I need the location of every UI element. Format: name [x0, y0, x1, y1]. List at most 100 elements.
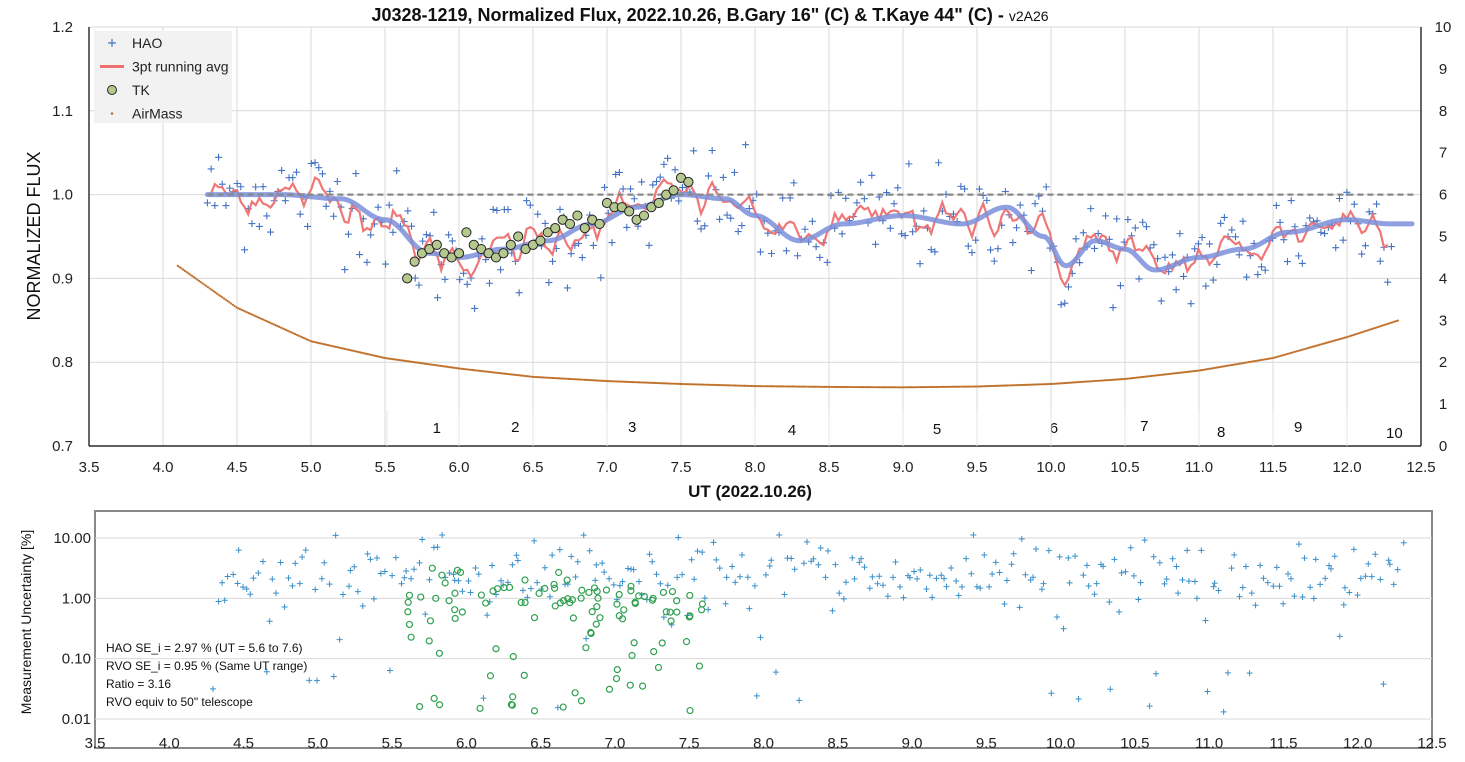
tk-point: [564, 218, 576, 230]
airmass-point: [725, 384, 728, 387]
hao-point: [1361, 242, 1369, 250]
hao-point: [1090, 244, 1098, 252]
lower-hao-point: [636, 578, 643, 585]
x-tick-label: 9.0: [893, 459, 914, 476]
airmass-point: [711, 383, 714, 386]
lower-hao-point: [1056, 553, 1063, 560]
lower-y-tick-label: 10.00: [53, 530, 91, 547]
airmass-point: [1009, 384, 1012, 387]
lower-tk-point: [631, 598, 639, 606]
airmass-point: [705, 383, 709, 386]
airmass-point: [837, 385, 840, 389]
lower-hao-point: [858, 555, 865, 562]
airmass-point: [219, 294, 222, 298]
airmass-point: [1045, 383, 1048, 386]
airmass-point: [963, 385, 966, 388]
lower-tk-point: [578, 586, 586, 594]
airmass-point: [1391, 321, 1394, 324]
airmass-point: [1210, 367, 1213, 370]
airmass-point: [778, 385, 781, 388]
tk-point: [402, 273, 413, 284]
airmass-point: [940, 385, 943, 389]
lower-hao-point: [392, 554, 399, 561]
airmass-point: [975, 385, 979, 388]
airmass-point: [1348, 335, 1352, 338]
airmass-point: [453, 366, 456, 369]
hao-point: [415, 281, 423, 289]
y2-tick-label: 7: [1439, 145, 1447, 162]
airmass-point: [1199, 369, 1202, 372]
airmass-point: [292, 332, 295, 335]
hao-point: [1157, 297, 1165, 305]
hao-point: [478, 235, 486, 243]
airmass-point: [469, 368, 472, 371]
airmass-point: [869, 386, 872, 389]
airmass-point: [881, 386, 884, 389]
airmass-point: [1315, 344, 1318, 347]
tk-point: [624, 206, 635, 217]
tk-point: [572, 210, 583, 221]
airmass-point: [222, 297, 226, 300]
hao-point: [1217, 219, 1225, 227]
airmass-point: [1332, 339, 1336, 342]
airmass-point: [997, 384, 1000, 387]
airmass-point: [267, 320, 270, 324]
hao-point: [630, 195, 638, 203]
airmass-point: [627, 380, 631, 384]
lower-x-tick-label: 5.0: [307, 735, 328, 752]
lower-hao-point: [836, 590, 843, 597]
airmass-point: [830, 385, 833, 389]
lower-hao-point: [489, 562, 496, 569]
airmass-point: [835, 385, 838, 389]
lower-hao-point: [215, 598, 222, 605]
airmass-point: [931, 385, 934, 389]
airmass-point: [260, 317, 263, 320]
lower-tk-point: [577, 594, 585, 602]
lower-hao-point: [716, 565, 723, 572]
airmass-point: [512, 373, 515, 376]
airmass-point: [1318, 343, 1321, 346]
lower-tk-point: [628, 651, 636, 660]
airmass-point: [1274, 356, 1277, 359]
hao-point: [563, 284, 571, 292]
tk-point: [653, 197, 664, 209]
hao-point: [1016, 201, 1024, 209]
airmass-point: [626, 380, 629, 383]
airmass-point: [631, 380, 634, 384]
hao-point: [638, 178, 646, 186]
airmass-point: [807, 385, 810, 388]
airmass-point: [924, 385, 927, 389]
lower-hao-point: [1185, 578, 1192, 585]
airmass-point: [1231, 363, 1234, 366]
airmass-point: [226, 299, 229, 303]
airmass-point: [1229, 364, 1233, 367]
hao-point: [203, 199, 211, 207]
lower-hao-point: [1091, 591, 1098, 598]
lower-hao-point: [230, 571, 237, 578]
airmass-point: [1020, 383, 1023, 387]
y-tick-label: 0.7: [52, 438, 73, 455]
airmass-point: [942, 385, 945, 388]
airmass-point: [1235, 363, 1238, 366]
lower-x-tick-label: 9.0: [902, 735, 923, 752]
airmass-point: [1121, 378, 1124, 381]
airmass-point: [1128, 377, 1131, 380]
lower-hao-point: [450, 571, 457, 578]
hao-point: [690, 147, 698, 155]
lower-hao-point: [332, 532, 339, 539]
lower-hao-point: [472, 565, 479, 572]
airmass-point: [1011, 384, 1014, 387]
hao-point: [1239, 217, 1247, 225]
airmass-point: [1345, 336, 1348, 339]
x-tick-label: 5.0: [301, 459, 322, 476]
airmass-point: [1189, 370, 1192, 373]
hao-point: [1343, 188, 1351, 196]
hao-point: [434, 294, 442, 302]
airmass-point: [1075, 381, 1078, 384]
lower-hao-point: [403, 567, 410, 574]
lower-hao-point: [465, 578, 472, 585]
airmass-point: [233, 304, 236, 308]
airmass-point: [1197, 369, 1201, 372]
airmass-point: [984, 385, 987, 388]
airmass-point: [317, 341, 320, 344]
